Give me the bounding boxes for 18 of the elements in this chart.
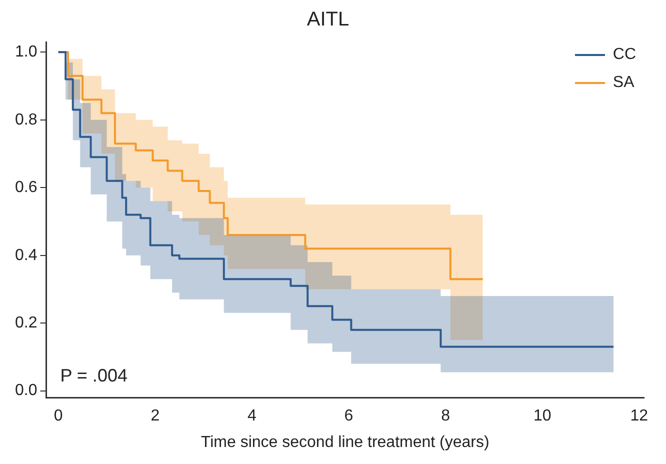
- x-axis-title: Time since second line treatment (years): [200, 434, 490, 451]
- y-tick-label: 1.0: [14, 44, 38, 61]
- legend-label: CC: [612, 46, 636, 64]
- y-tick-label: 0.2: [14, 314, 38, 332]
- x-tick-label: 4: [247, 408, 256, 425]
- annotation: P = .004: [60, 366, 128, 386]
- x-tick-label: 8: [441, 408, 450, 425]
- y-tick-label: 0.6: [14, 179, 38, 196]
- y-tick-label: 0.4: [14, 246, 38, 264]
- y-tick-label: 0.0: [14, 382, 38, 400]
- x-tick-label: 6: [344, 408, 354, 425]
- x-tick-label: 0: [54, 408, 63, 425]
- chart-title: AITL: [306, 8, 350, 31]
- x-tick-label: 12: [630, 408, 648, 425]
- x-tick-label: 10: [533, 408, 552, 425]
- legend-label: SA: [612, 74, 634, 92]
- y-tick-label: 0.8: [14, 111, 38, 128]
- x-tick-label: 2: [150, 408, 160, 425]
